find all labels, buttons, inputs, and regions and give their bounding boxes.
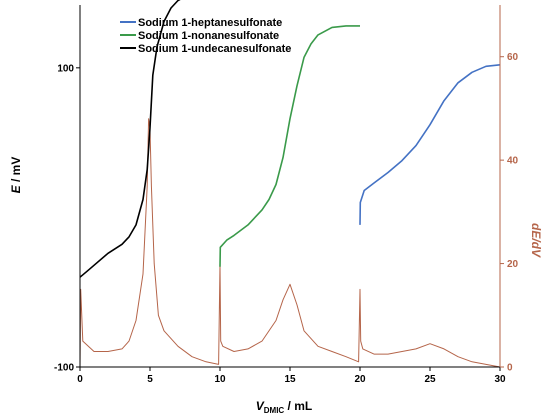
legend-label: Sodium 1-heptanesulfonate xyxy=(138,17,282,29)
series-line-sodium-1-heptanesulfonate xyxy=(359,64,501,225)
y-right-tick-label: 40 xyxy=(507,156,519,167)
axes: 0 5 10 15 20 25 30 -100 100 0 20 40 60 xyxy=(54,5,519,385)
x-axis-title-subscript: DMIC xyxy=(264,406,285,415)
y-axis-left-title-main: E xyxy=(9,184,23,193)
y-right-tick-label: 20 xyxy=(507,259,519,270)
series-line-sodium-1-nonanesulfonate xyxy=(219,25,360,267)
y-right-tick-label: 0 xyxy=(507,363,513,374)
x-tick-label: 30 xyxy=(494,374,506,385)
legend-label: Sodium 1-nonanesulfonate xyxy=(138,30,279,42)
series-line-derivative xyxy=(79,118,501,368)
x-tick-label: 20 xyxy=(354,374,366,385)
y-right-tick-label: 60 xyxy=(507,52,519,63)
x-tick-label: 10 xyxy=(214,374,226,385)
y-left-tick-label: 100 xyxy=(57,63,74,74)
x-axis-title: VDMIC / mL xyxy=(256,399,312,415)
y-axis-right-title: dE/dV xyxy=(529,223,543,258)
series-line-sodium-1-undecanesulfonate xyxy=(79,0,181,278)
plot-area xyxy=(79,0,501,368)
x-tick-label: 25 xyxy=(424,374,436,385)
x-tick-label: 5 xyxy=(147,374,153,385)
x-axis-title-main: V xyxy=(256,399,265,413)
x-tick-label: 15 xyxy=(284,374,296,385)
legend-label: Sodium 1-undecanesulfonate xyxy=(138,43,291,55)
y-axis-left-title-unit: / mV xyxy=(9,157,23,186)
y-left-tick-label: -100 xyxy=(54,363,74,374)
y-axis-left-title: E / mV xyxy=(9,157,23,194)
x-tick-label: 0 xyxy=(77,374,83,385)
x-axis-title-unit: / mL xyxy=(284,399,312,413)
